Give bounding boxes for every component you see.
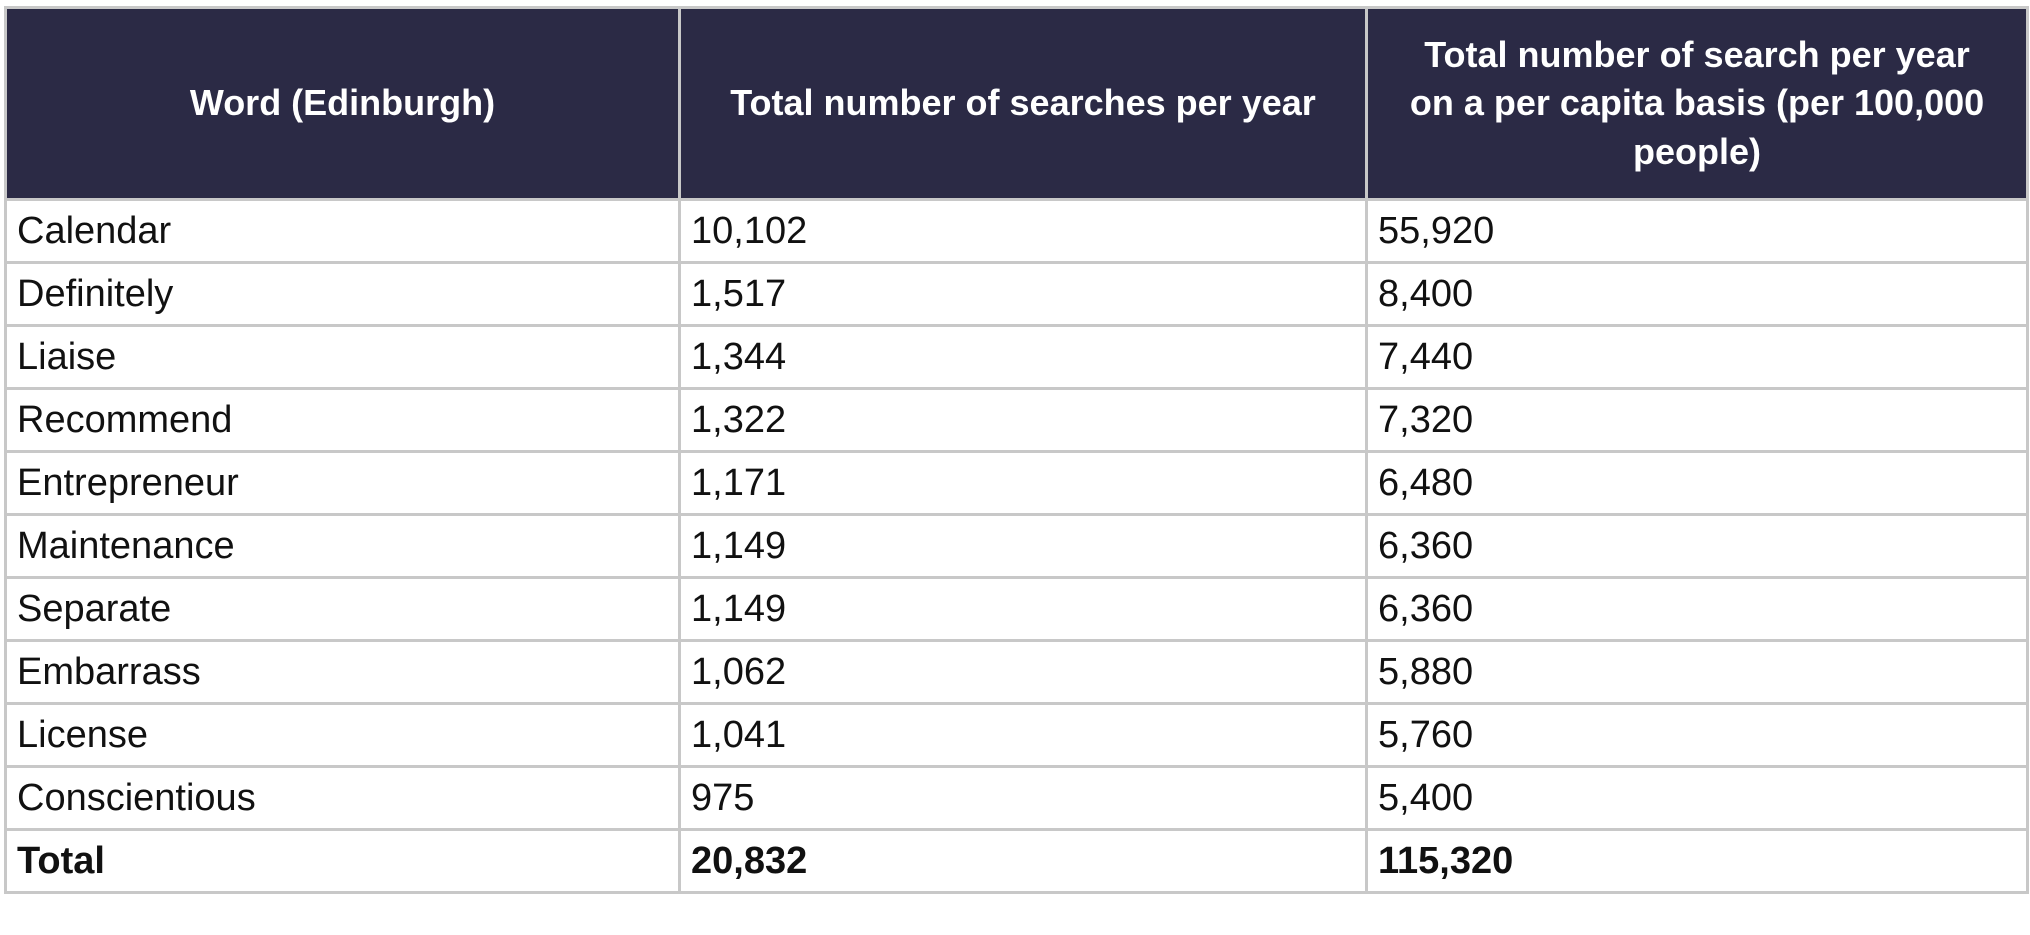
table-cell: 1,322 — [678, 387, 1368, 453]
header-cell: Total number of search per year on a per… — [1365, 6, 2029, 201]
table-cell: Embarrass — [4, 639, 681, 705]
table-cell: Recommend — [4, 387, 681, 453]
table-cell: 1,041 — [678, 702, 1368, 768]
table-cell: Definitely — [4, 261, 681, 327]
table-cell: 7,320 — [1365, 387, 2029, 453]
table-cell: 6,360 — [1365, 513, 2029, 579]
table-cell: 975 — [678, 765, 1368, 831]
table-cell: 1,149 — [678, 576, 1368, 642]
table-cell: 1,062 — [678, 639, 1368, 705]
table-cell: 6,360 — [1365, 576, 2029, 642]
table-cell: 1,149 — [678, 513, 1368, 579]
header-row: Word (Edinburgh) Total number of searches… — [4, 6, 2029, 201]
table-cell: 5,880 — [1365, 639, 2029, 705]
table-cell: Maintenance — [4, 513, 681, 579]
table-row: Liaise 1,344 7,440 — [4, 324, 2029, 390]
table-body: Calendar 10,102 55,920 Definitely 1,517 8,400… — [4, 198, 2029, 894]
header-cell: Word (Edinburgh) — [4, 6, 681, 201]
table-cell: 1,517 — [678, 261, 1368, 327]
table-cell: Liaise — [4, 324, 681, 390]
table-row: Embarrass 1,062 5,880 — [4, 639, 2029, 705]
table-cell: Entrepreneur — [4, 450, 681, 516]
table-row: Conscientious 975 5,400 — [4, 765, 2029, 831]
table-cell: 55,920 — [1365, 198, 2029, 264]
table-row: Calendar 10,102 55,920 — [4, 198, 2029, 264]
table-cell: 1,171 — [678, 450, 1368, 516]
table-row: License 1,041 5,760 — [4, 702, 2029, 768]
table-row: Entrepreneur 1,171 6,480 — [4, 450, 2029, 516]
table-cell: 10,102 — [678, 198, 1368, 264]
table-cell: 8,400 — [1365, 261, 2029, 327]
total-cell: 20,832 — [678, 828, 1368, 894]
table-cell: License — [4, 702, 681, 768]
table-row: Definitely 1,517 8,400 — [4, 261, 2029, 327]
table-row: Recommend 1,322 7,320 — [4, 387, 2029, 453]
table-cell: 7,440 — [1365, 324, 2029, 390]
table-row: Maintenance 1,149 6,360 — [4, 513, 2029, 579]
header-cell: Total number of searches per year — [678, 6, 1368, 201]
table-cell: Calendar — [4, 198, 681, 264]
table-cell: 5,400 — [1365, 765, 2029, 831]
table-cell: 5,760 — [1365, 702, 2029, 768]
table-cell: Conscientious — [4, 765, 681, 831]
total-cell: 115,320 — [1365, 828, 2029, 894]
table-row: Separate 1,149 6,360 — [4, 576, 2029, 642]
total-row: Total 20,832 115,320 — [4, 828, 2029, 894]
table-cell: 1,344 — [678, 324, 1368, 390]
table-cell: Separate — [4, 576, 681, 642]
total-cell: Total — [4, 828, 681, 894]
data-table: Word (Edinburgh) Total number of searches… — [4, 6, 2029, 894]
table-cell: 6,480 — [1365, 450, 2029, 516]
